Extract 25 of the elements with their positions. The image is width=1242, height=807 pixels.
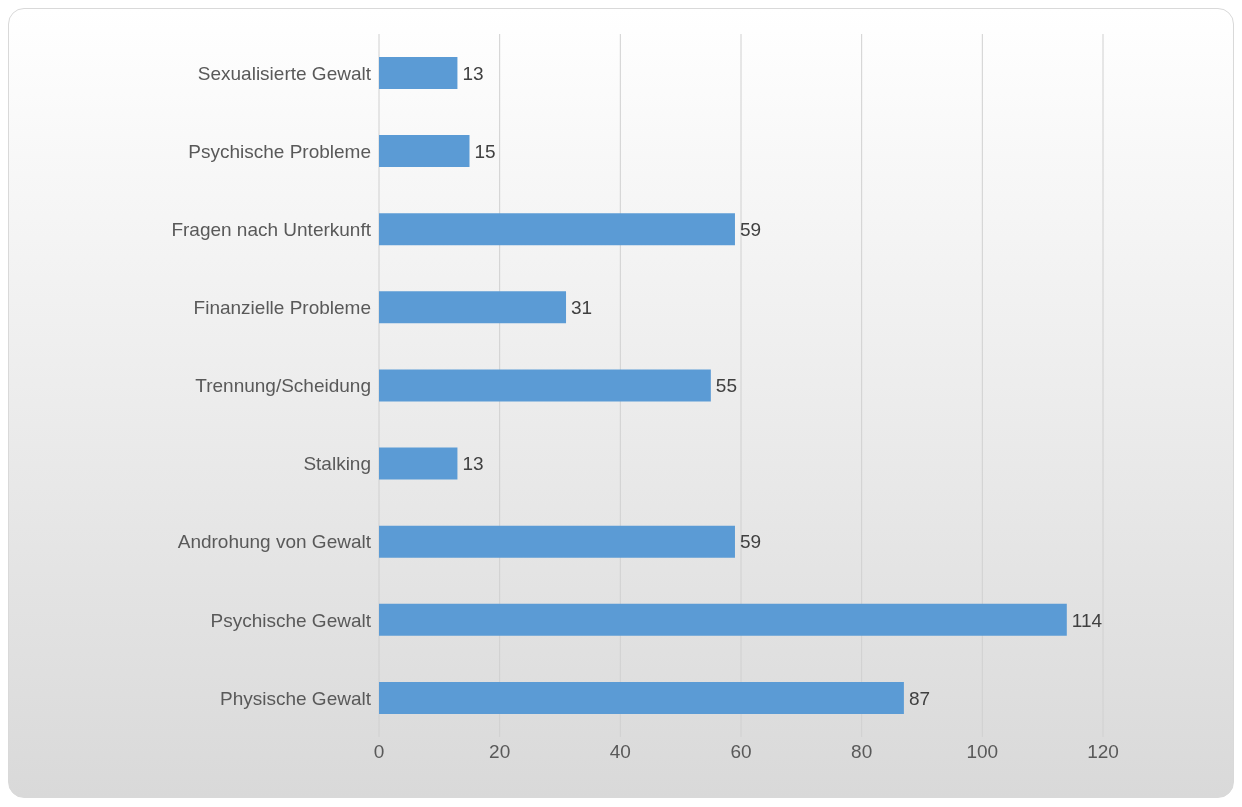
- data-label: 31: [571, 297, 593, 319]
- x-tick-label: 120: [1087, 741, 1119, 763]
- y-tick-label: Sexualisierte Gewalt: [197, 62, 372, 84]
- y-tick-label: Finanzielle Probleme: [193, 297, 371, 319]
- y-tick-label: Physische Gewalt: [219, 687, 372, 709]
- data-label: 59: [739, 218, 762, 240]
- data-label: 13: [462, 453, 484, 475]
- data-label: 15: [474, 140, 496, 162]
- x-tick-label: 80: [851, 741, 873, 763]
- x-tick-label: 60: [730, 741, 752, 763]
- y-tick-label: Stalking: [303, 453, 371, 475]
- x-tick-label: 100: [966, 741, 999, 763]
- data-label: 114: [1071, 609, 1103, 631]
- y-tick-label: Psychische Probleme: [188, 140, 371, 162]
- data-label: 13: [462, 62, 484, 84]
- data-label: 55: [715, 375, 737, 397]
- y-tick-label: Fragen nach Unterkunft: [171, 219, 372, 241]
- x-tick-label: 0: [373, 741, 385, 763]
- data-label: 87: [908, 687, 931, 709]
- y-tick-label: Androhung von Gewalt: [177, 531, 372, 553]
- data-label: 59: [739, 531, 762, 553]
- x-tick-label: 40: [609, 741, 631, 763]
- y-tick-label: Psychische Gewalt: [210, 609, 372, 631]
- y-tick-label: Trennung/Scheidung: [195, 375, 371, 397]
- x-tick-label: 20: [489, 741, 511, 763]
